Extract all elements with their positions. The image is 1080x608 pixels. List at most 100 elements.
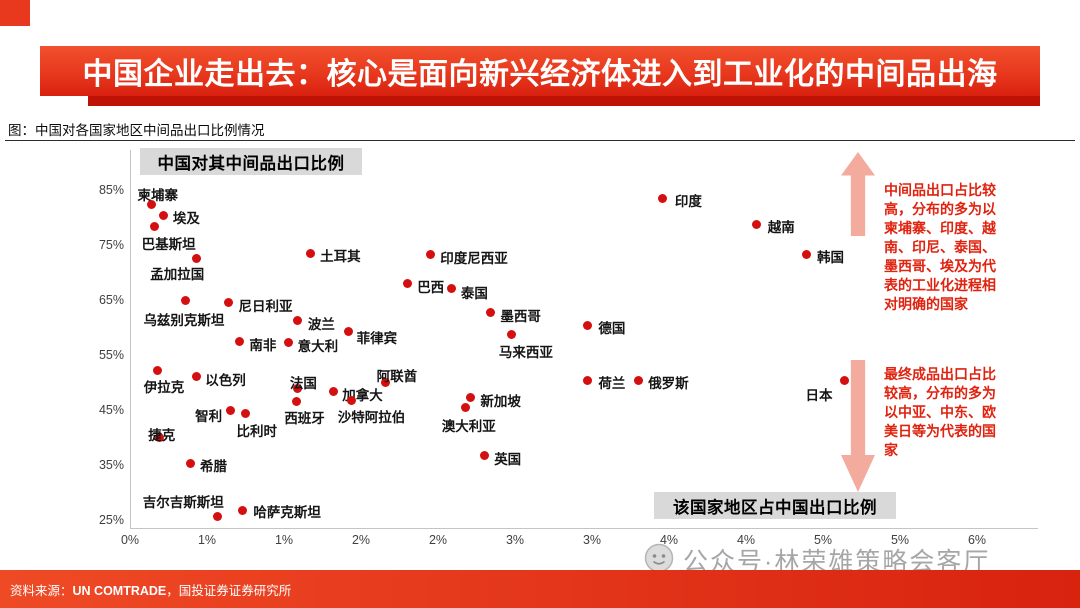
figure-caption: 图：中国对各国家地区中间品出口比例情况 (8, 123, 265, 138)
data-point (150, 222, 160, 232)
y-tick-label: 65% (98, 293, 124, 307)
data-point (633, 375, 643, 385)
y-tick-label: 85% (98, 183, 124, 197)
source-suffix: ，国投证券证券研究所 (166, 583, 292, 598)
x-tick-label: 3% (582, 533, 602, 547)
x-tick-label: 4% (659, 533, 679, 547)
data-point (507, 329, 517, 339)
data-point-label: 南非 (249, 337, 277, 353)
x-tick-label: 3% (505, 533, 525, 547)
data-point-label: 越南 (767, 220, 795, 235)
data-point-label: 阿联酋 (376, 369, 418, 385)
data-point (347, 395, 357, 405)
data-point (344, 327, 354, 337)
data-point (425, 250, 435, 260)
y-tick-label: 25% (98, 513, 124, 527)
data-point (213, 512, 223, 522)
y-tick-label: 55% (98, 348, 124, 362)
source-text: 资料来源：UN COMTRADE，国投证券证券研究所 (0, 580, 291, 599)
data-point (658, 193, 668, 203)
up-arrow-icon (841, 152, 875, 236)
x-tick-label: 6% (967, 533, 987, 547)
data-point-label: 澳大利亚 (441, 418, 496, 434)
data-point-label: 沙特阿拉伯 (337, 410, 406, 425)
data-point (234, 337, 244, 347)
data-point (381, 377, 391, 387)
x-tick-label: 2% (428, 533, 448, 547)
data-point (291, 397, 301, 407)
data-point-label: 巴西 (417, 279, 445, 295)
page-title: 中国企业走出去：核心是面向新兴经济体进入到工业化的中间品出海 (82, 58, 998, 91)
x-tick-label: 0% (120, 533, 140, 547)
y-tick-label: 75% (98, 238, 124, 252)
caption-divider (5, 140, 1075, 141)
data-point-label: 墨西哥 (500, 309, 541, 324)
data-point (153, 365, 163, 375)
y-axis-line (130, 150, 131, 528)
x-tick-label: 1% (274, 533, 294, 547)
data-point (328, 386, 338, 396)
data-point (225, 405, 235, 415)
data-point-label: 英国 (494, 451, 522, 467)
title-underline-bar (88, 96, 1040, 106)
data-point-label: 伊拉克 (143, 380, 185, 396)
data-point (159, 210, 169, 220)
data-point-label: 以色列 (205, 373, 246, 389)
source-name: UN COMTRADE (72, 583, 167, 598)
data-point-label: 比利时 (236, 423, 278, 439)
source-prefix: 资料来源： (10, 583, 73, 598)
data-point (180, 295, 190, 305)
data-point-label: 印度尼西亚 (440, 250, 508, 266)
data-point (185, 458, 195, 468)
x-axis-line (130, 528, 1038, 529)
data-point-label: 吉尔吉斯斯坦 (142, 494, 224, 510)
x-tick-label: 5% (813, 533, 833, 547)
x-axis-title-box: 该国家地区占中国出口比例 (654, 492, 896, 519)
data-point (801, 249, 811, 259)
data-point-label: 哈萨克斯坦 (253, 504, 321, 520)
x-tick-label: 2% (351, 533, 371, 547)
data-point (191, 253, 201, 263)
data-point-label: 俄罗斯 (648, 376, 689, 392)
data-point-label: 韩国 (817, 250, 845, 266)
data-point-label: 柬埔寨 (137, 187, 179, 203)
data-point (241, 409, 250, 419)
data-point (485, 307, 495, 317)
data-point-label: 乌兹别克斯坦 (143, 313, 225, 329)
data-point (293, 383, 303, 393)
data-point (154, 432, 164, 442)
data-point (293, 316, 303, 326)
x-tick-label: 4% (736, 533, 756, 547)
data-point-label: 巴基斯坦 (141, 236, 196, 252)
data-point-label: 波兰 (307, 316, 335, 332)
data-point (224, 298, 234, 308)
data-point (752, 219, 762, 229)
data-point-label: 法国 (289, 376, 317, 392)
data-point-label: 埃及 (172, 211, 200, 227)
data-point-label: 尼日利亚 (238, 298, 293, 314)
annotation-high-intermediate: 中间品出口占比较高，分布的多为以柬埔寨、印度、越南、印尼、泰国、墨西哥、埃及为代… (884, 184, 996, 313)
data-point (840, 376, 850, 386)
y-axis-title-box: 中国对其中间品出口比例 (140, 148, 362, 175)
data-point (582, 320, 592, 330)
data-point (284, 338, 294, 348)
data-point-label: 马来西亚 (498, 345, 553, 360)
data-point-label: 意大利 (297, 338, 339, 354)
data-point-label: 捷克 (148, 428, 176, 444)
data-point-label: 西班牙 (284, 410, 325, 426)
data-point (402, 279, 412, 289)
data-point-label: 土耳其 (320, 249, 361, 265)
x-tick-label: 1% (197, 533, 217, 547)
data-point-label: 孟加拉国 (150, 267, 205, 283)
data-point-label: 菲律宾 (356, 330, 398, 346)
data-point-label: 荷兰 (598, 376, 626, 392)
x-tick-label: 5% (890, 533, 910, 547)
data-point (147, 200, 157, 210)
title-banner: 中国企业走出去：核心是面向新兴经济体进入到工业化的中间品出海 (40, 46, 1040, 96)
data-point-label: 日本 (805, 387, 833, 403)
data-point (479, 451, 489, 461)
data-point (461, 403, 471, 413)
footer-bar: 资料来源：UN COMTRADE，国投证券证券研究所 (0, 570, 1080, 608)
data-point (305, 248, 315, 258)
